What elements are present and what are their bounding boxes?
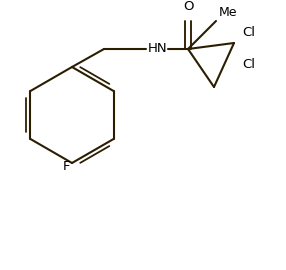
Text: Cl: Cl bbox=[242, 26, 255, 39]
Text: Me: Me bbox=[219, 6, 237, 19]
Text: O: O bbox=[183, 0, 193, 13]
Text: HN: HN bbox=[148, 42, 168, 56]
Text: Cl: Cl bbox=[242, 59, 255, 72]
Text: F: F bbox=[62, 160, 70, 173]
